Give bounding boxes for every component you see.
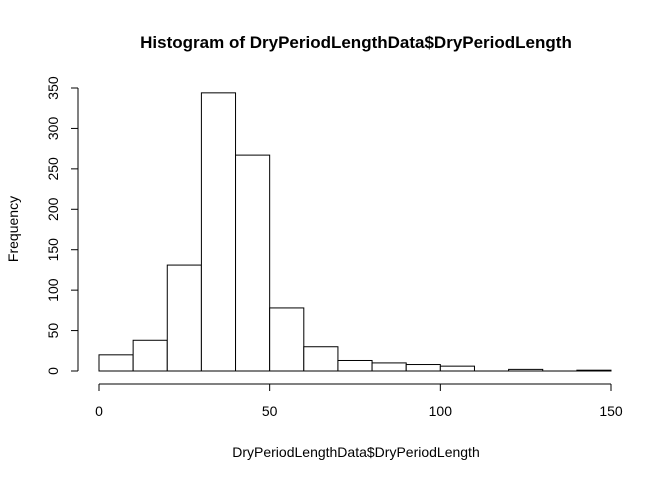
y-tick-label-50: 50: [45, 323, 61, 339]
histogram-bar-12: [508, 368, 544, 372]
y-tick-label-150: 150: [45, 238, 61, 262]
y-tick-label-100: 100: [45, 278, 61, 302]
histogram-bar-8: [371, 362, 407, 372]
y-tick-label-250: 250: [45, 157, 61, 181]
y-tick-label-350: 350: [45, 76, 61, 100]
y-axis-label: Frequency: [5, 196, 21, 262]
histogram-bar-0: [98, 354, 134, 372]
histogram-bar-5: [269, 307, 305, 372]
histogram-bar-7: [337, 359, 373, 372]
histogram-bar-1: [132, 339, 168, 372]
x-tick-label-0: 0: [95, 403, 103, 419]
x-tick-label-50: 50: [262, 403, 278, 419]
y-tick-label-300: 300: [45, 117, 61, 141]
histogram-bar-6: [303, 346, 339, 372]
y-tick-label-200: 200: [45, 197, 61, 221]
x-axis-label: DryPeriodLengthData$DryPeriodLength: [232, 444, 479, 460]
y-tick-label-0: 0: [45, 367, 61, 375]
x-tick-label-150: 150: [599, 403, 623, 419]
bars-group: [98, 92, 612, 372]
x-axis: 0 50 100 150: [95, 383, 623, 419]
histogram-bar-9: [405, 364, 441, 372]
histogram-bar-4: [235, 154, 271, 372]
x-tick-label-100: 100: [429, 403, 453, 419]
y-axis: 0 50 100 150 200 250 300 350: [45, 76, 79, 375]
histogram-bar-14: [576, 369, 612, 372]
chart-title: Histogram of DryPeriodLengthData$DryPeri…: [140, 33, 572, 52]
histogram-bar-3: [200, 92, 237, 372]
histogram-bar-2: [166, 264, 202, 372]
histogram-bar-10: [439, 365, 475, 372]
